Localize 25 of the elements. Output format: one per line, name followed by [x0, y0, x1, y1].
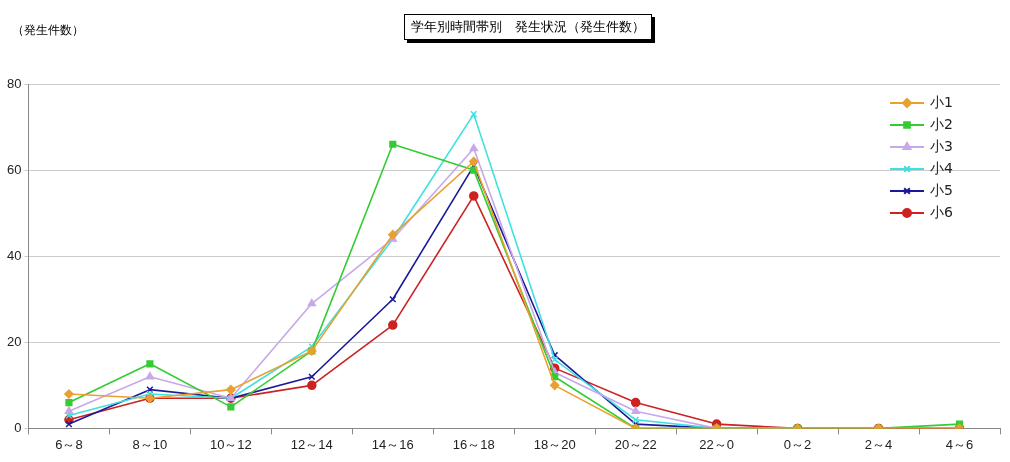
legend-label: 小1 — [930, 93, 953, 110]
x-tick-label: 18～20 — [533, 436, 576, 452]
legend-label: 小5 — [930, 181, 953, 198]
y-axis-title: （発生件数） — [12, 22, 84, 39]
x-tick-label: 8～10 — [132, 436, 168, 452]
y-tick-label: 40 — [6, 247, 22, 263]
x-tick-label: 12～14 — [290, 436, 333, 452]
x-tick-label: 2～4 — [864, 436, 893, 452]
x-tick-label: 0～2 — [783, 436, 812, 452]
y-tick-label: 60 — [6, 161, 22, 177]
legend-label: 小3 — [930, 137, 953, 154]
y-tick-label: 80 — [6, 75, 22, 91]
x-tick-label: 10～12 — [209, 436, 252, 452]
x-tick-label: 14～16 — [371, 436, 414, 452]
x-tick-label: 4～6 — [945, 436, 974, 452]
x-tick-label: 6～8 — [55, 436, 83, 452]
x-tick-label: 16～18 — [452, 436, 495, 452]
legend-label: 小2 — [930, 115, 953, 132]
x-tick-label: 22～0 — [699, 436, 734, 452]
y-tick-label: 20 — [6, 333, 22, 349]
legend-label: 小4 — [930, 159, 953, 176]
chart-title: 学年別時間帯別 発生状況（発生件数） — [404, 14, 652, 40]
x-tick-label: 20～22 — [614, 436, 657, 452]
legend-label: 小6 — [930, 203, 953, 220]
y-tick-label: 0 — [14, 419, 22, 435]
